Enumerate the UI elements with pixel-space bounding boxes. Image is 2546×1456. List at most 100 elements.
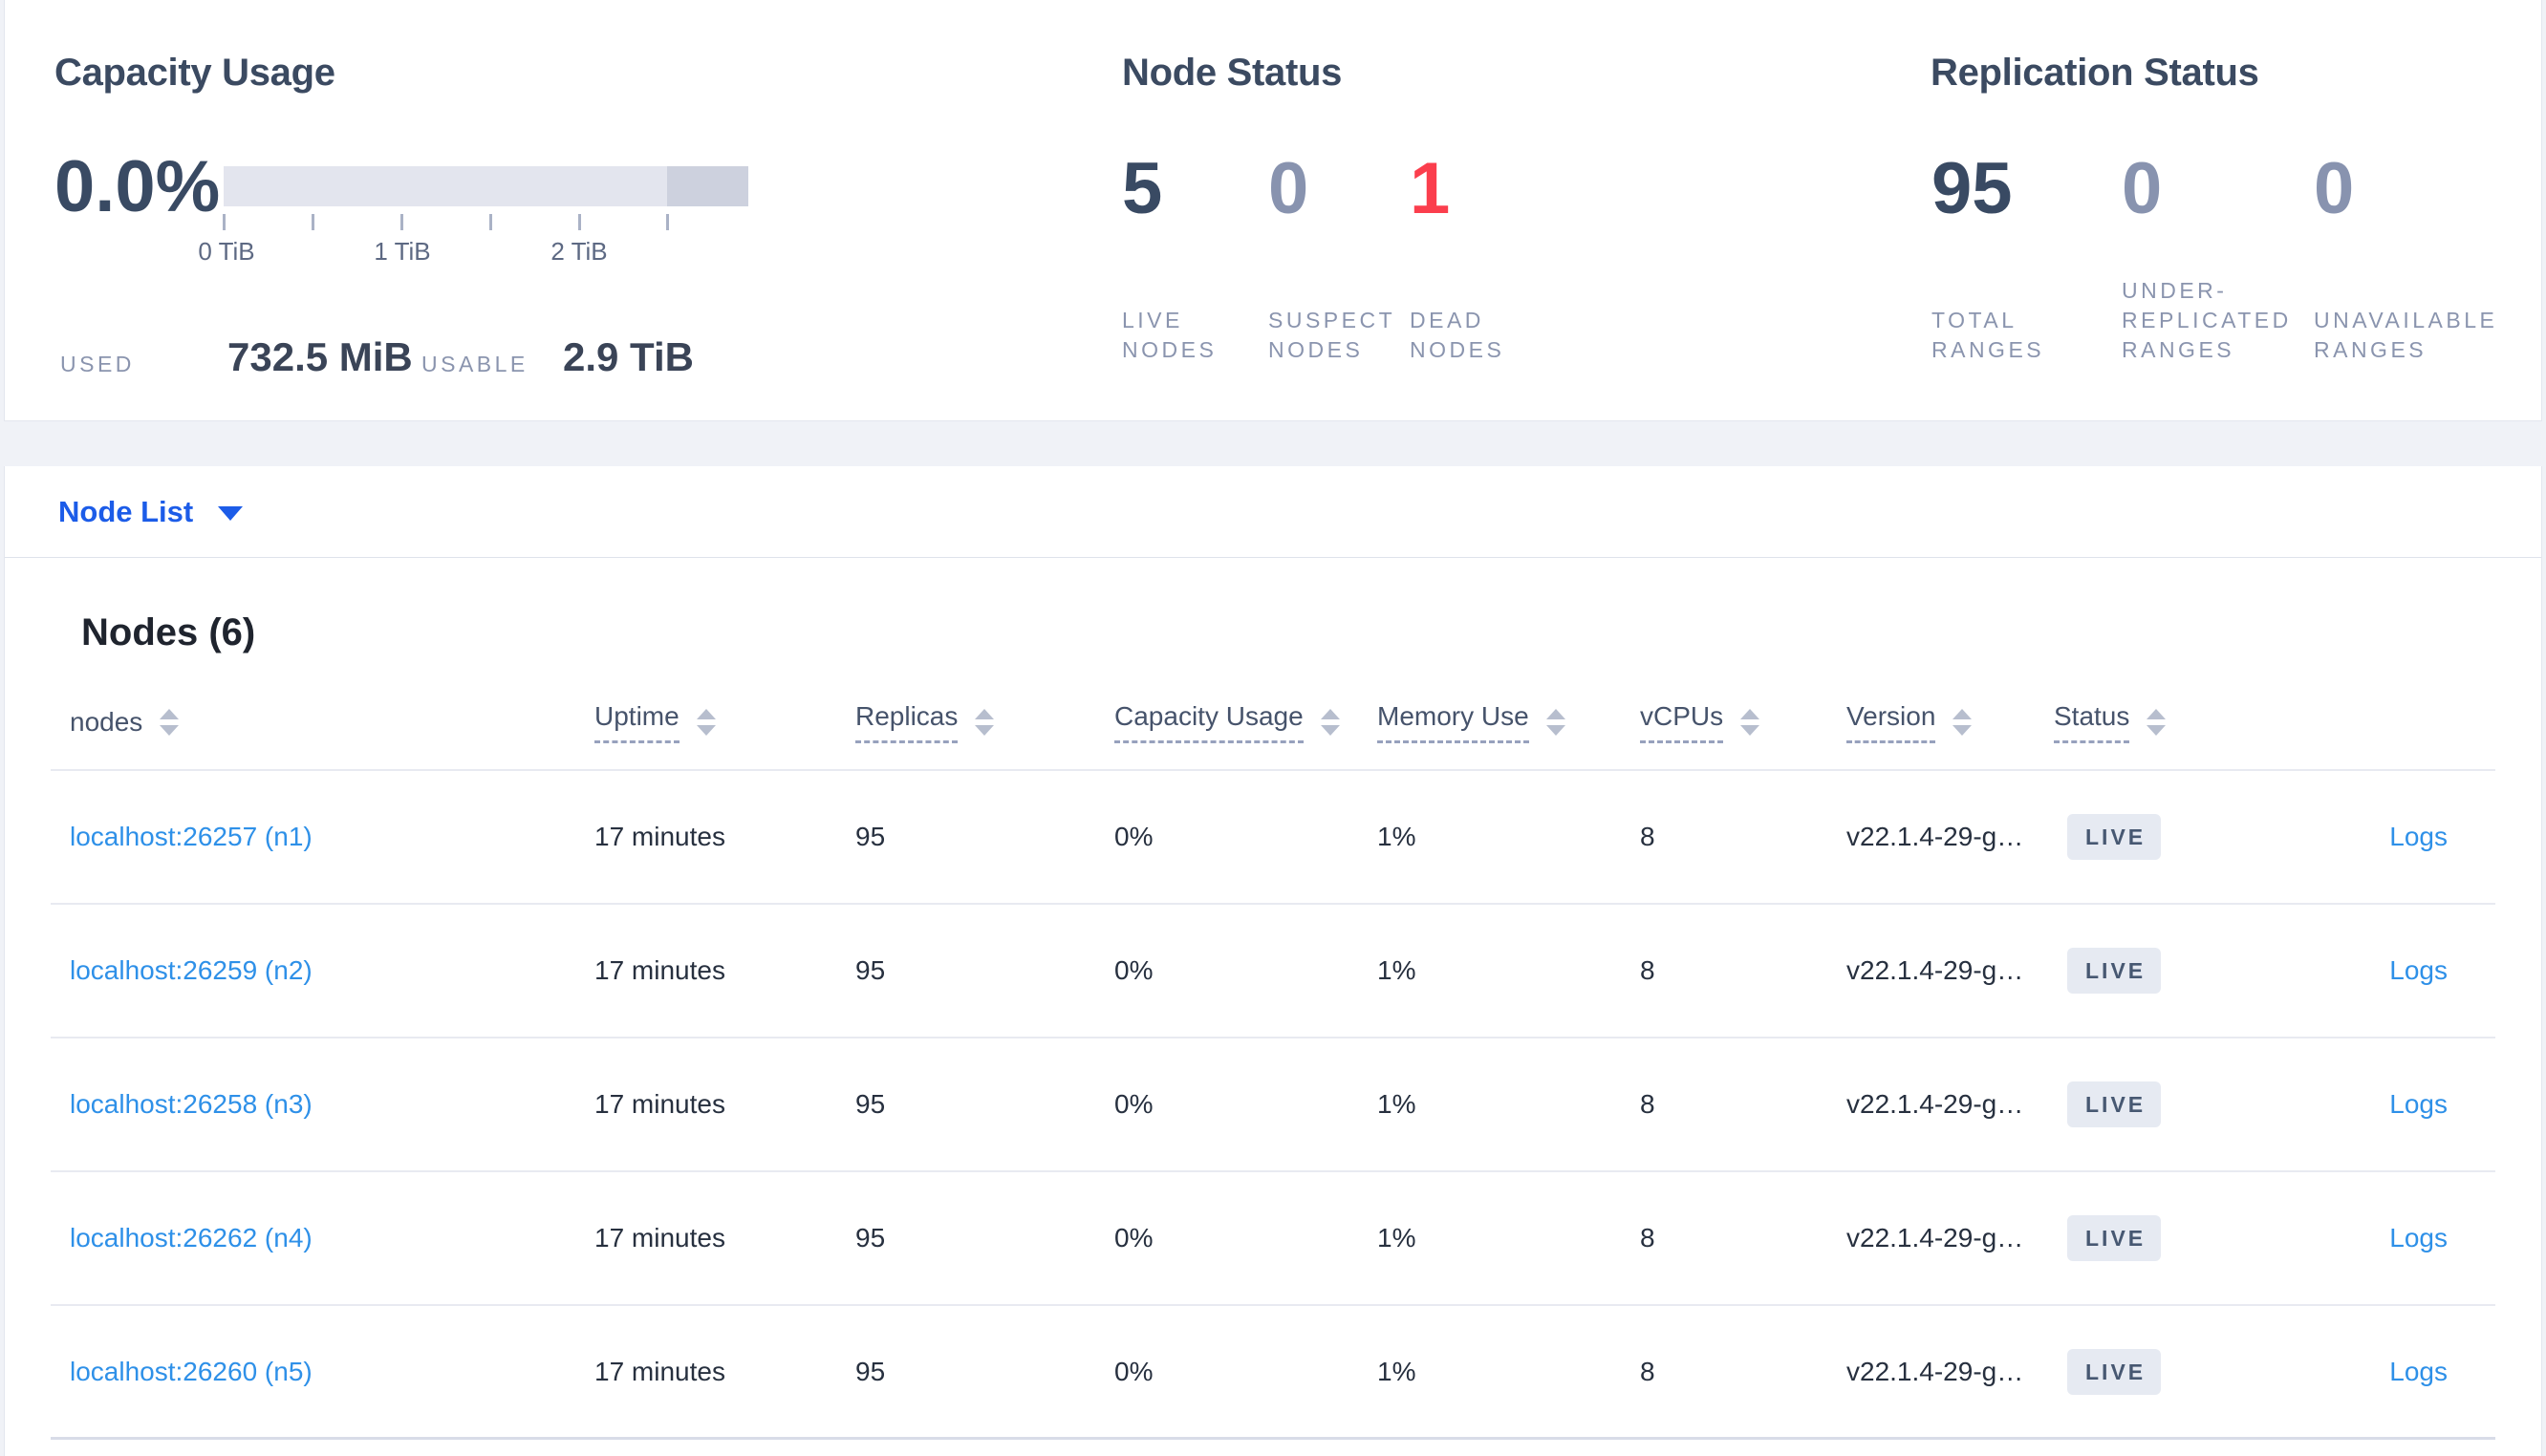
total-ranges-count: 95 [1931, 148, 2013, 229]
nodes-section-title: Nodes (6) [81, 611, 256, 653]
axis-tick-label: 0 TiB [198, 237, 255, 266]
used-label: USED [60, 352, 135, 376]
sort-icon[interactable] [696, 709, 716, 736]
axis-tick [578, 214, 581, 230]
memory-use-cell: 1% [1377, 1356, 1416, 1386]
nodes-section: Nodes (6) nodes Uptime Replicas Capacity… [5, 611, 2541, 1456]
logs-link[interactable]: Logs [2389, 1089, 2448, 1119]
capacity-usage-cell: 0% [1114, 822, 1154, 851]
column-header-vcpus[interactable]: vCPUs [1640, 701, 1846, 743]
suspect-nodes-count: 0 [1268, 148, 1309, 229]
sort-icon[interactable] [1740, 709, 1760, 736]
column-header-label: Version [1846, 701, 1936, 743]
uptime-cell: 17 minutes [594, 1356, 725, 1386]
column-header-label: vCPUs [1640, 701, 1724, 743]
column-header-nodes[interactable]: nodes [51, 707, 594, 738]
capacity-usage-cell: 0% [1114, 1356, 1154, 1386]
dead-nodes-label: DEAD NODES [1410, 308, 1505, 362]
node-link[interactable]: localhost:26262 (n4) [70, 1223, 313, 1253]
axis-tick-label: 1 TiB [374, 237, 431, 266]
column-header-label: Capacity Usage [1114, 701, 1304, 743]
uptime-cell: 17 minutes [594, 1089, 725, 1119]
sort-icon[interactable] [975, 709, 995, 736]
unavailable-ranges-stat: 0 UNAVAILABLE RANGES [2314, 153, 2497, 365]
table-row: localhost:26260 (n5) 17 minutes 95 0% 1%… [51, 1306, 2495, 1440]
unavailable-ranges-label: UNAVAILABLE RANGES [2314, 308, 2498, 362]
cluster-summary-panel: Capacity Usage 0.0% 0 TiB 1 TiB 2 TiB US… [4, 0, 2542, 421]
dead-nodes-stat: 1 DEAD NODES [1410, 153, 1504, 365]
axis-tick [312, 214, 314, 230]
column-header-version[interactable]: Version [1846, 701, 2054, 743]
column-header-memory-use[interactable]: Memory Use [1377, 701, 1640, 743]
capacity-usage-cell: 0% [1114, 955, 1154, 985]
table-row: localhost:26257 (n1) 17 minutes 95 0% 1%… [51, 771, 2495, 905]
node-link[interactable]: localhost:26260 (n5) [70, 1356, 313, 1386]
replication-status-title: Replication Status [1931, 52, 2259, 94]
node-list-dropdown-label: Node List [58, 494, 194, 528]
memory-use-cell: 1% [1377, 1089, 1416, 1119]
axis-tick [223, 214, 226, 230]
usable-label: USABLE [421, 352, 529, 376]
capacity-usage-cell: 0% [1114, 1089, 1154, 1119]
replicas-cell: 95 [855, 1223, 886, 1253]
column-header-replicas[interactable]: Replicas [855, 701, 1114, 743]
memory-use-cell: 1% [1377, 1223, 1416, 1253]
sort-icon[interactable] [1320, 709, 1340, 736]
column-header-status[interactable]: Status [2054, 701, 2318, 743]
table-header-row: nodes Uptime Replicas Capacity Usage Mem… [51, 675, 2495, 771]
uptime-cell: 17 minutes [594, 822, 725, 851]
view-selector-bar: Node List [5, 466, 2541, 558]
status-badge: LIVE [2067, 1348, 2162, 1395]
status-badge: LIVE [2067, 1215, 2162, 1261]
sort-icon[interactable] [2147, 709, 2167, 736]
axis-tick-label: 2 TiB [550, 237, 608, 266]
dead-nodes-count: 1 [1410, 148, 1451, 229]
used-value: 732.5 MiB [227, 334, 413, 379]
page-background-gap [0, 421, 2546, 466]
node-link[interactable]: localhost:26258 (n3) [70, 1089, 313, 1119]
node-link[interactable]: localhost:26257 (n1) [70, 822, 313, 851]
column-header-uptime[interactable]: Uptime [594, 701, 855, 743]
logs-link[interactable]: Logs [2389, 1356, 2448, 1386]
memory-use-cell: 1% [1377, 955, 1416, 985]
logs-link[interactable]: Logs [2389, 822, 2448, 851]
sort-icon[interactable] [160, 709, 180, 736]
sort-icon[interactable] [1953, 709, 1973, 736]
usable-value: 2.9 TiB [563, 334, 694, 379]
capacity-usage-title: Capacity Usage [54, 52, 335, 94]
unavailable-ranges-count: 0 [2314, 148, 2355, 229]
live-nodes-count: 5 [1122, 148, 1163, 229]
suspect-nodes-label: SUSPECT NODES [1268, 308, 1396, 362]
table-row: localhost:26258 (n3) 17 minutes 95 0% 1%… [51, 1038, 2495, 1172]
chevron-down-icon [218, 506, 244, 521]
node-link[interactable]: localhost:26259 (n2) [70, 955, 313, 985]
vcpus-cell: 8 [1640, 1223, 1655, 1253]
logs-link[interactable]: Logs [2389, 1223, 2448, 1253]
sort-icon[interactable] [1545, 709, 1565, 736]
axis-tick [666, 214, 669, 230]
vcpus-cell: 8 [1640, 1089, 1655, 1119]
replicas-cell: 95 [855, 1356, 886, 1386]
logs-link[interactable]: Logs [2389, 955, 2448, 985]
table-row: localhost:26262 (n4) 17 minutes 95 0% 1%… [51, 1172, 2495, 1306]
column-header-capacity-usage[interactable]: Capacity Usage [1114, 701, 1377, 743]
replicas-cell: 95 [855, 955, 886, 985]
capacity-percent-used: 0.0% [54, 146, 221, 227]
capacity-bar-nonusable-segment [667, 166, 748, 206]
status-badge: LIVE [2067, 948, 2162, 994]
under-replicated-ranges-label: UNDER- REPLICATED RANGES [2122, 278, 2292, 362]
node-list-dropdown[interactable]: Node List [58, 494, 244, 529]
uptime-cell: 17 minutes [594, 955, 725, 985]
version-cell: v22.1.4-29-g… [1846, 1356, 2024, 1386]
node-list-panel: Node List Nodes (6) nodes Uptime Replica… [4, 466, 2542, 1456]
status-badge: LIVE [2067, 1081, 2162, 1127]
column-header-label: nodes [70, 707, 143, 737]
axis-tick [400, 214, 403, 230]
live-nodes-stat: 5 LIVE NODES [1122, 153, 1217, 365]
axis-tick [489, 214, 492, 230]
version-cell: v22.1.4-29-g… [1846, 822, 2024, 851]
version-cell: v22.1.4-29-g… [1846, 955, 2024, 985]
replicas-cell: 95 [855, 822, 886, 851]
under-replicated-ranges-count: 0 [2122, 148, 2163, 229]
memory-use-cell: 1% [1377, 822, 1416, 851]
